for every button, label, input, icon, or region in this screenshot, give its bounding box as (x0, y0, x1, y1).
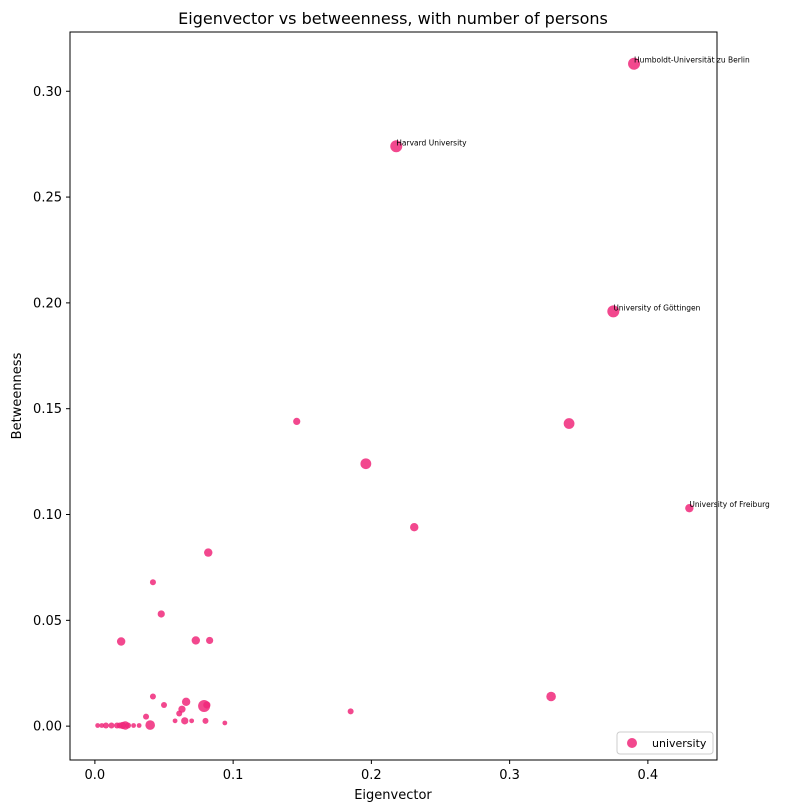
data-point (628, 57, 641, 70)
data-point (347, 708, 354, 715)
data-point (546, 691, 556, 702)
y-tick-label: 0.30 (33, 85, 62, 100)
x-tick-label: 0.2 (361, 768, 382, 783)
data-point (95, 723, 101, 728)
data-point (181, 697, 191, 707)
data-point (102, 722, 109, 729)
legend-box (616, 731, 714, 755)
data-point (410, 523, 419, 532)
legend-label: university (652, 737, 707, 750)
y-tick-label: 0.00 (33, 720, 62, 735)
axis-ticks: 0.0 0.1 0.2 0.3 0.4 0.00 0.05 0.10 0.15 0.20 0.25 0… (33, 85, 658, 783)
data-point (108, 722, 115, 729)
data-point (157, 610, 165, 618)
data-point (136, 723, 142, 728)
data-point (131, 723, 136, 728)
x-tick-label: 0.1 (223, 768, 244, 783)
point-label: University of Freiburg (689, 500, 770, 509)
plot-area-frame (69, 31, 718, 761)
data-point (161, 701, 168, 708)
data-point (143, 713, 150, 720)
x-tick-label: 0.3 (499, 768, 520, 783)
point-label: Harvard University (396, 138, 467, 147)
x-axis-title: Eigenvector (354, 788, 432, 803)
data-point (191, 636, 201, 645)
y-tick-label: 0.20 (33, 296, 62, 311)
y-tick-label: 0.05 (33, 614, 62, 629)
data-point (203, 701, 211, 709)
point-label: University of Göttingen (613, 303, 700, 312)
data-point (685, 503, 694, 513)
x-tick-label: 0.4 (638, 768, 659, 783)
data-point (145, 720, 155, 730)
data-point (125, 722, 132, 729)
data-point (149, 579, 156, 586)
data-point (607, 305, 620, 318)
legend: university (616, 731, 714, 755)
data-point (206, 636, 214, 645)
data-point (172, 718, 178, 724)
data-point (204, 548, 213, 557)
data-point (222, 720, 228, 726)
legend-marker (627, 738, 637, 748)
data-point (293, 417, 301, 425)
data-point (189, 718, 195, 724)
data-point (390, 140, 403, 153)
data-point (202, 717, 209, 724)
data-point (116, 637, 126, 646)
y-tick-label: 0.15 (33, 402, 62, 417)
x-tick-label: 0.0 (85, 768, 106, 783)
data-points (95, 57, 694, 730)
y-axis-title: Betweenness (10, 352, 25, 439)
data-point (99, 723, 105, 728)
data-point (181, 717, 189, 725)
data-point (149, 693, 156, 700)
data-point (360, 458, 372, 470)
y-tick-label: 0.25 (33, 191, 62, 206)
point-annotations: Humboldt-Universität zu Berlin Harvard Un… (396, 56, 770, 509)
data-point (176, 710, 183, 717)
chart-title: Eigenvector vs betweenness, with number … (178, 9, 608, 28)
y-tick-label: 0.10 (33, 508, 62, 523)
data-point (563, 418, 575, 429)
point-label: Humboldt-Universität zu Berlin (634, 56, 750, 65)
